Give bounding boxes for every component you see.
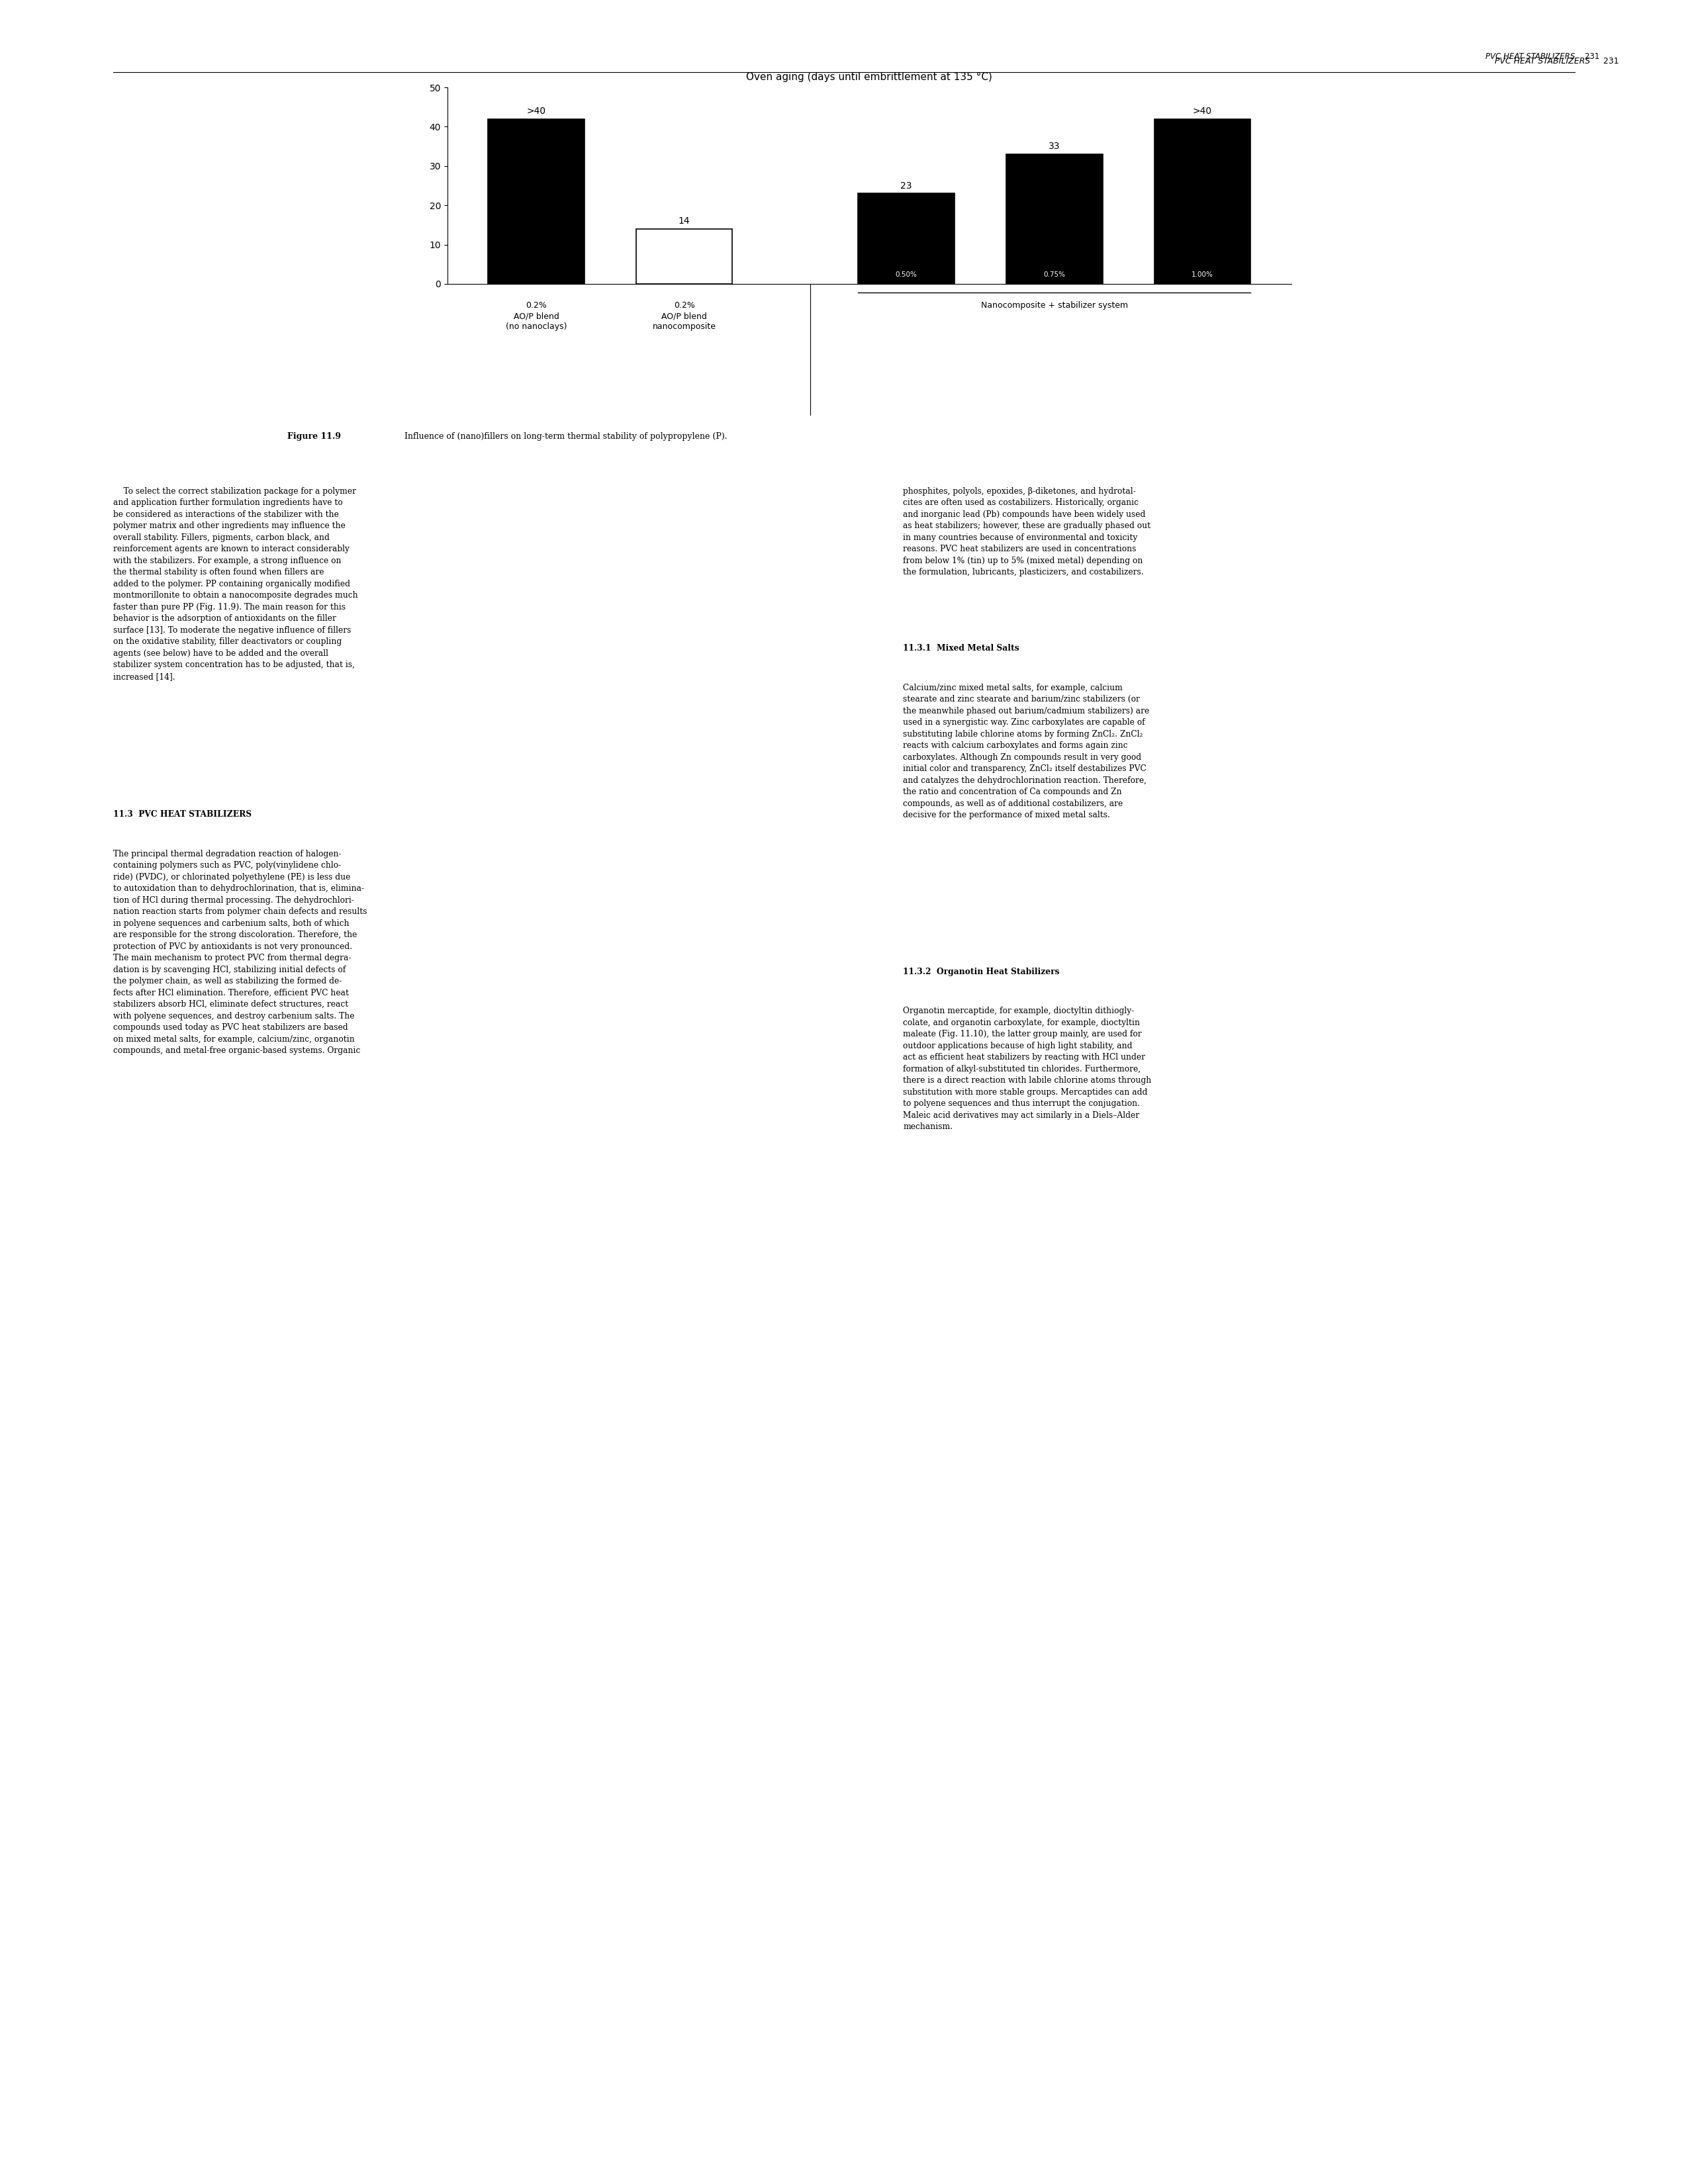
Title: Oven aging (days until embrittlement at 135 °C): Oven aging (days until embrittlement at … — [746, 72, 993, 83]
Bar — [636, 229, 733, 284]
Text: PVC HEAT STABILIZERS: PVC HEAT STABILIZERS — [1485, 52, 1575, 61]
Text: 231: 231 — [1590, 57, 1619, 66]
Bar — [488, 118, 584, 284]
Text: phosphites, polyols, epoxides, β-diketones, and hydrotal-
cites are often used a: phosphites, polyols, epoxides, β-diketon… — [903, 487, 1151, 577]
Text: To select the correct stabilization package for a polymer
and application furthe: To select the correct stabilization pack… — [113, 487, 358, 681]
Text: Nanocomposite + stabilizer system: Nanocomposite + stabilizer system — [981, 301, 1128, 310]
Bar — [1155, 118, 1251, 284]
Text: 14: 14 — [679, 216, 690, 225]
Text: 231: 231 — [1575, 52, 1600, 61]
Text: The principal thermal degradation reaction of halogen-
containing polymers such : The principal thermal degradation reacti… — [113, 850, 366, 1055]
Bar — [1006, 155, 1102, 284]
Text: Organotin mercaptide, for example, dioctyltin dithiogly-
colate, and organotin c: Organotin mercaptide, for example, dioct… — [903, 1007, 1151, 1131]
Text: Figure 11.9: Figure 11.9 — [287, 432, 341, 441]
Bar — [858, 194, 954, 284]
Text: 11.3  PVC HEAT STABILIZERS: 11.3 PVC HEAT STABILIZERS — [113, 810, 252, 819]
Text: Calcium/zinc mixed metal salts, for example, calcium
stearate and zinc stearate : Calcium/zinc mixed metal salts, for exam… — [903, 684, 1150, 819]
Text: Influence of (nano)fillers on long-term thermal stability of polypropylene (P).: Influence of (nano)fillers on long-term … — [397, 432, 728, 441]
Text: 0.2%
AO/P blend
nanocomposite: 0.2% AO/P blend nanocomposite — [653, 301, 716, 332]
Text: 1.00%: 1.00% — [1192, 271, 1214, 277]
Text: >40: >40 — [1193, 107, 1212, 116]
Text: PVC HEAT STABILIZERS: PVC HEAT STABILIZERS — [1494, 57, 1590, 66]
Text: 0.75%: 0.75% — [1043, 271, 1065, 277]
Text: >40: >40 — [527, 107, 545, 116]
Text: 0.50%: 0.50% — [895, 271, 917, 277]
Text: 0.2%
AO/P blend
(no nanoclays): 0.2% AO/P blend (no nanoclays) — [505, 301, 567, 332]
Text: 11.3.1  Mixed Metal Salts: 11.3.1 Mixed Metal Salts — [903, 644, 1020, 653]
Text: 11.3.2  Organotin Heat Stabilizers: 11.3.2 Organotin Heat Stabilizers — [903, 968, 1060, 976]
Text: 23: 23 — [900, 181, 912, 190]
Text: 33: 33 — [1048, 142, 1060, 151]
